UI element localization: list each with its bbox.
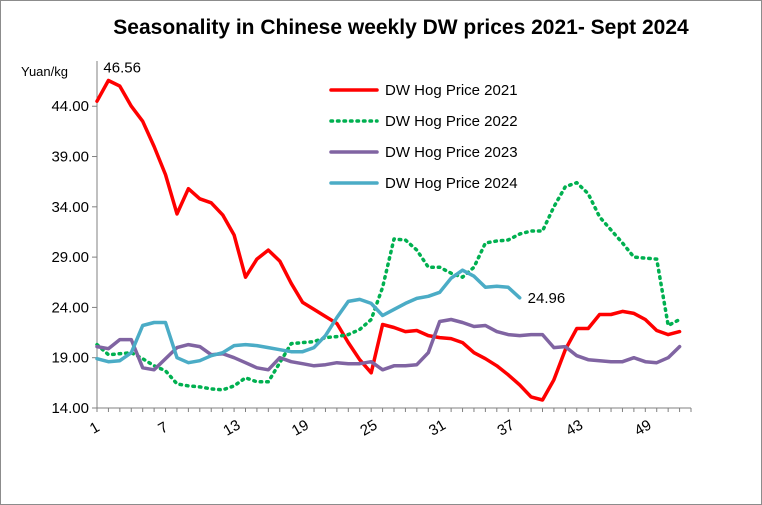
legend-entry: DW Hog Price 2023 <box>385 144 518 161</box>
axes: 14.00 19.00 24.00 29.00 34.00 39.00 44.00 1 7 13 1… <box>51 61 692 440</box>
legend-entry: DW Hog Price 2021 <box>385 82 518 99</box>
legend-entry: DW Hog Price 2024 <box>385 175 518 192</box>
x-tick-label: 49 <box>632 417 655 440</box>
x-tick-label: 1 <box>87 419 103 438</box>
x-tick-label: 37 <box>495 417 518 440</box>
x-tick-label: 13 <box>220 417 243 440</box>
y-axis-label: Yuan/kg <box>21 64 68 79</box>
series-line-4 <box>95 268 522 365</box>
legend-entry: DW Hog Price 2022 <box>385 113 518 130</box>
data-label: 24.96 <box>528 290 566 307</box>
series-line-2 <box>95 180 682 392</box>
y-tick-label: 44.00 <box>51 98 89 115</box>
x-tick-label: 25 <box>357 417 380 440</box>
chart-title: Seasonality in Chinese weekly DW prices … <box>113 16 689 39</box>
x-tick-label: 31 <box>426 417 449 440</box>
annotations: 46.56 24.96 <box>103 59 565 306</box>
x-tick-label: 19 <box>289 417 312 440</box>
y-tick-label: 19.00 <box>51 350 89 367</box>
series-line-1 <box>95 78 682 402</box>
y-tick-label: 34.00 <box>51 199 89 216</box>
legend: DW Hog Price 2021 DW Hog Price 2022 DW Hog… <box>329 82 518 192</box>
y-tick-label: 29.00 <box>51 249 89 266</box>
data-label: 46.56 <box>103 59 141 76</box>
x-tick-label: 43 <box>563 417 586 440</box>
series-line-3 <box>95 317 682 372</box>
x-tick-label: 7 <box>155 419 171 438</box>
y-tick-label: 39.00 <box>51 149 89 166</box>
series-lines <box>95 78 682 402</box>
y-tick-label: 14.00 <box>51 400 89 417</box>
y-tick-label: 24.00 <box>51 299 89 316</box>
